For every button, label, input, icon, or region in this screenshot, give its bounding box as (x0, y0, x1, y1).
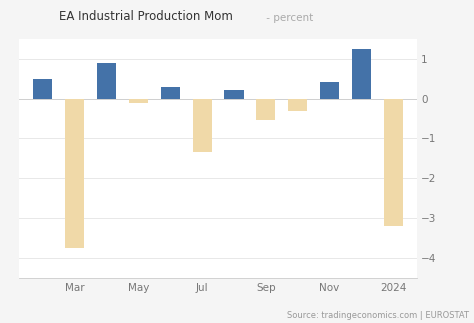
Bar (97, 63, 116, 99)
Bar (320, 82, 339, 99)
Bar (192, 99, 212, 152)
Text: Source: tradingeconomics.com | EUROSTAT: Source: tradingeconomics.com | EUROSTAT (287, 311, 469, 320)
Text: - percent: - percent (263, 13, 313, 23)
Bar (161, 87, 180, 99)
Bar (129, 99, 148, 103)
Bar (224, 90, 244, 99)
Bar (383, 99, 403, 226)
Text: EA Industrial Production Mom: EA Industrial Production Mom (59, 10, 233, 23)
Bar (256, 99, 275, 120)
Bar (65, 99, 84, 248)
Bar (288, 99, 307, 111)
Bar (33, 78, 53, 99)
Bar (352, 49, 371, 99)
